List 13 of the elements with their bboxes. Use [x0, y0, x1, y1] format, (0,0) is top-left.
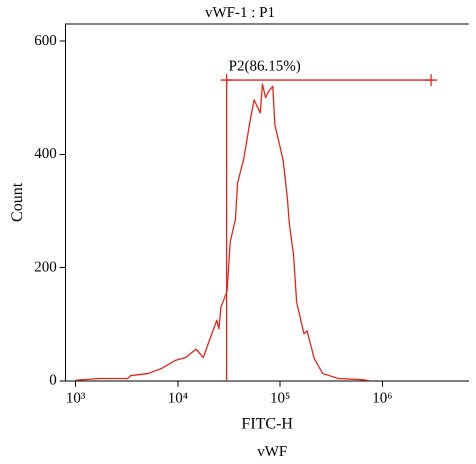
y-axis-title: Count	[8, 182, 26, 222]
x-tick-label: 10³	[66, 390, 86, 407]
y-tick-label: 0	[49, 372, 57, 389]
y-tick-label: 600	[34, 32, 57, 49]
annotation: P2(86.15%)	[228, 58, 301, 75]
x-tick-label: 10⁴	[168, 390, 188, 407]
x-tick-label: 10⁵	[270, 390, 290, 407]
y-tick-label: 400	[34, 146, 57, 162]
y-tick-label: 200	[34, 259, 57, 276]
x-tick-label: 10⁶	[372, 390, 392, 407]
x-axis-title: FITC-H	[241, 416, 294, 433]
chart-title: vWF-1 : P1	[204, 4, 276, 21]
text: vWF	[257, 444, 288, 460]
